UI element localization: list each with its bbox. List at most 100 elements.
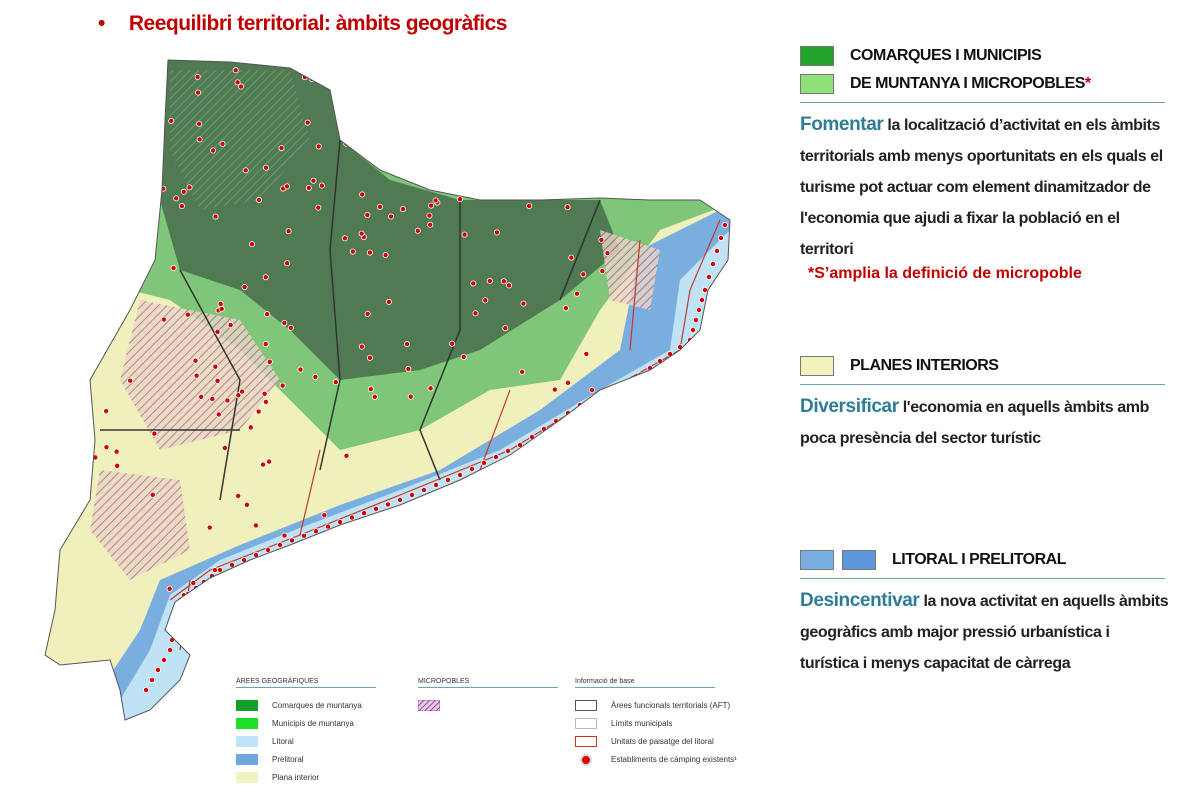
camping-marker <box>262 164 269 171</box>
slide-title: • Reequilibri territorial: àmbits geogràf… <box>98 12 507 36</box>
camping-marker <box>151 430 158 437</box>
camping-marker <box>331 542 338 549</box>
camping-marker <box>460 353 467 360</box>
camping-marker <box>255 408 262 415</box>
camping-marker <box>386 144 393 151</box>
camping-marker <box>710 260 717 267</box>
legend-micropobles: MICROPOBLES <box>418 678 558 714</box>
camping-marker <box>404 341 411 348</box>
legend-swatch <box>236 735 258 747</box>
camping-marker <box>287 324 294 331</box>
divider <box>800 102 1165 103</box>
camping-marker <box>414 227 421 234</box>
legend-label: Litoral <box>272 736 294 746</box>
legend-swatch <box>575 699 597 711</box>
camping-marker <box>466 119 473 126</box>
camping-marker <box>143 687 150 694</box>
legend-item: Litoral <box>236 732 376 750</box>
camping-marker <box>470 280 477 287</box>
camping-marker <box>385 298 392 305</box>
camping-marker <box>364 96 371 103</box>
section-heading: COMARQUES I MUNICIPIS <box>850 47 1042 64</box>
section-body: Desincentivar la nova activitat en aquel… <box>800 585 1170 679</box>
legend-swatch <box>236 753 258 765</box>
camping-marker <box>262 274 269 281</box>
legend-areas: ÀREES GEOGRÀFIQUES Comarques de muntanya… <box>236 678 376 786</box>
camping-marker <box>206 524 213 531</box>
camping-marker <box>359 91 366 98</box>
camping-marker <box>305 184 312 191</box>
camping-marker <box>359 191 366 198</box>
camping-marker <box>364 310 371 317</box>
camping-marker <box>261 390 268 397</box>
camping-marker <box>613 383 620 390</box>
camping-marker <box>502 325 509 332</box>
legend-item: Prelitoral <box>236 750 376 768</box>
camping-marker <box>568 254 575 261</box>
camping-marker <box>214 328 221 335</box>
camping-marker <box>449 340 456 347</box>
camping-marker <box>428 202 435 209</box>
legend-item: Comarques de muntanya <box>236 696 376 714</box>
camping-marker <box>492 453 499 460</box>
camping-marker <box>349 248 356 255</box>
legend-swatch <box>575 717 597 729</box>
camping-marker <box>493 229 500 236</box>
camping-marker <box>407 393 414 400</box>
legend-title: ÀREES GEOGRÀFIQUES <box>236 678 376 688</box>
micropobles-swatch <box>800 74 834 94</box>
camping-marker <box>212 213 219 220</box>
camping-marker <box>376 203 383 210</box>
camping-marker <box>367 386 374 393</box>
camping-marker <box>114 462 121 469</box>
camping-marker <box>580 271 587 278</box>
camping-marker <box>255 196 262 203</box>
camping-marker <box>160 185 167 192</box>
camping-marker <box>278 145 285 152</box>
camping-marker <box>358 230 365 237</box>
camping-marker <box>276 541 283 548</box>
camping-marker <box>480 459 487 466</box>
camping-marker <box>396 496 403 503</box>
micropoble-note: *S’amplia la definició de micropoble <box>808 265 1082 282</box>
camping-marker <box>348 514 355 521</box>
legend-title: Informació de base <box>575 678 715 688</box>
legend-swatch <box>236 699 258 711</box>
legend-label: Àrees funcionals territorials (AFT) <box>611 700 731 710</box>
camping-marker <box>198 393 205 400</box>
camping-marker <box>310 177 317 184</box>
camping-marker <box>427 385 434 392</box>
camping-marker <box>238 83 245 90</box>
section-verb: Diversificar <box>800 396 899 417</box>
camping-marker <box>284 183 291 190</box>
camping-marker <box>219 140 226 147</box>
camping-marker <box>224 397 231 404</box>
camping-marker <box>596 174 603 181</box>
camping-marker <box>706 273 713 280</box>
camping-marker <box>544 115 551 122</box>
camping-marker <box>519 368 526 375</box>
section-heading: PLANES INTERIORS <box>850 357 999 374</box>
legend-swatch <box>575 735 597 747</box>
camping-marker <box>227 322 234 329</box>
section-text: la nova activitat en aquells àmbits geog… <box>800 593 1169 672</box>
camping-marker <box>232 67 239 74</box>
legend-item: Establiments de càmping existents¹ <box>575 750 737 768</box>
camping-marker <box>460 117 467 124</box>
camping-marker <box>598 236 605 243</box>
camping-marker <box>500 278 507 285</box>
camping-marker <box>388 213 395 220</box>
camping-marker <box>243 501 250 508</box>
camping-marker <box>235 492 242 499</box>
camping-marker <box>260 461 267 468</box>
camping-marker <box>564 204 571 211</box>
camping-marker <box>456 471 463 478</box>
camping-marker <box>266 458 273 465</box>
legend-item: Municipis de muntanya <box>236 714 376 732</box>
legend-label: Límits municipals <box>611 718 673 728</box>
camping-marker <box>284 260 291 267</box>
camping-marker <box>569 154 576 161</box>
camping-marker <box>364 211 371 218</box>
camping-marker <box>365 569 372 576</box>
camping-marker <box>408 491 415 498</box>
